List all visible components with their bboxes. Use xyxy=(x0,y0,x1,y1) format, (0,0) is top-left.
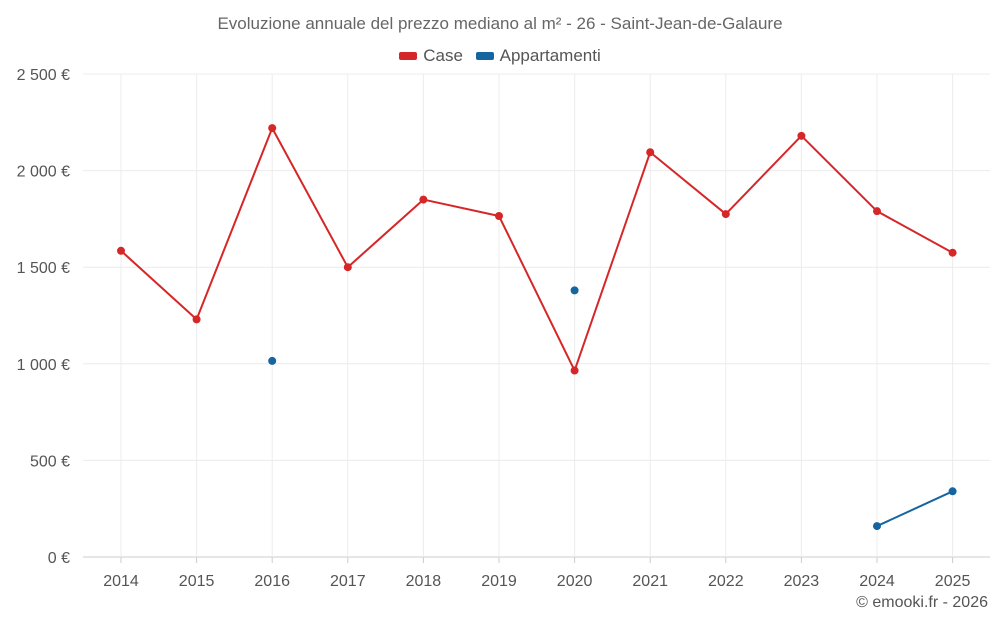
x-tick-label: 2016 xyxy=(254,573,290,590)
legend-item-appartamenti[interactable]: Appartamenti xyxy=(475,46,601,66)
series-line-case xyxy=(573,151,652,372)
data-point-case xyxy=(570,366,579,375)
legend-label-appartamenti: Appartamenti xyxy=(499,46,601,65)
y-tick-label: 1 500 € xyxy=(17,260,70,277)
legend-swatch-appartamenti xyxy=(475,52,494,60)
x-tick-label: 2024 xyxy=(859,573,895,590)
y-tick-label: 2 000 € xyxy=(17,164,70,181)
y-tick-label: 500 € xyxy=(30,453,70,470)
x-tick-label: 2021 xyxy=(632,573,668,590)
legend-label-case: Case xyxy=(423,46,463,65)
y-tick-label: 1 000 € xyxy=(17,357,70,374)
x-tick-label: 2015 xyxy=(179,573,215,590)
series-line-case xyxy=(649,151,727,216)
credit-text: © emooki.fr - 2026 xyxy=(856,594,988,611)
data-point-case xyxy=(268,124,277,133)
data-point-case xyxy=(117,246,125,255)
series-line-appartamenti xyxy=(876,490,954,528)
chart-title: Evoluzione annuale del prezzo mediano al… xyxy=(217,14,783,33)
y-tick-label: 0 € xyxy=(48,550,70,567)
x-tick-label: 2018 xyxy=(406,573,442,590)
data-point-case xyxy=(646,148,655,157)
legend-item-case[interactable]: Case xyxy=(399,46,463,66)
series-line-case xyxy=(195,127,274,321)
data-point-case xyxy=(721,210,730,219)
series-line-case xyxy=(876,210,954,254)
data-point-case xyxy=(873,207,881,216)
x-tick-label: 2023 xyxy=(784,573,820,590)
data-point-appartamenti xyxy=(873,522,881,531)
series-line-case xyxy=(120,249,198,321)
series-line-case xyxy=(346,198,425,269)
series-line-case xyxy=(271,127,349,269)
data-point-appartamenti xyxy=(268,356,277,365)
data-point-appartamenti xyxy=(570,286,579,295)
data-point-appartamenti xyxy=(948,487,957,496)
series-line-case xyxy=(422,198,500,218)
series-line-case xyxy=(724,134,803,216)
data-point-case xyxy=(495,212,503,221)
x-tick-label: 2022 xyxy=(708,573,744,590)
data-point-case xyxy=(192,315,201,324)
x-tick-label: 2020 xyxy=(557,573,593,590)
legend-swatch-case xyxy=(399,52,418,60)
series-line-case xyxy=(498,215,576,372)
legend: Case Appartamenti xyxy=(0,45,1000,66)
data-point-case xyxy=(797,131,806,140)
x-tick-label: 2025 xyxy=(935,573,971,590)
data-point-case xyxy=(948,248,957,257)
x-tick-label: 2017 xyxy=(330,573,366,590)
x-tick-label: 2019 xyxy=(481,573,517,590)
x-tick-label: 2014 xyxy=(103,573,139,590)
data-point-case xyxy=(419,195,428,204)
y-tick-label: 2 500 € xyxy=(17,67,70,84)
data-point-case xyxy=(343,263,352,272)
series-line-case xyxy=(800,134,878,213)
